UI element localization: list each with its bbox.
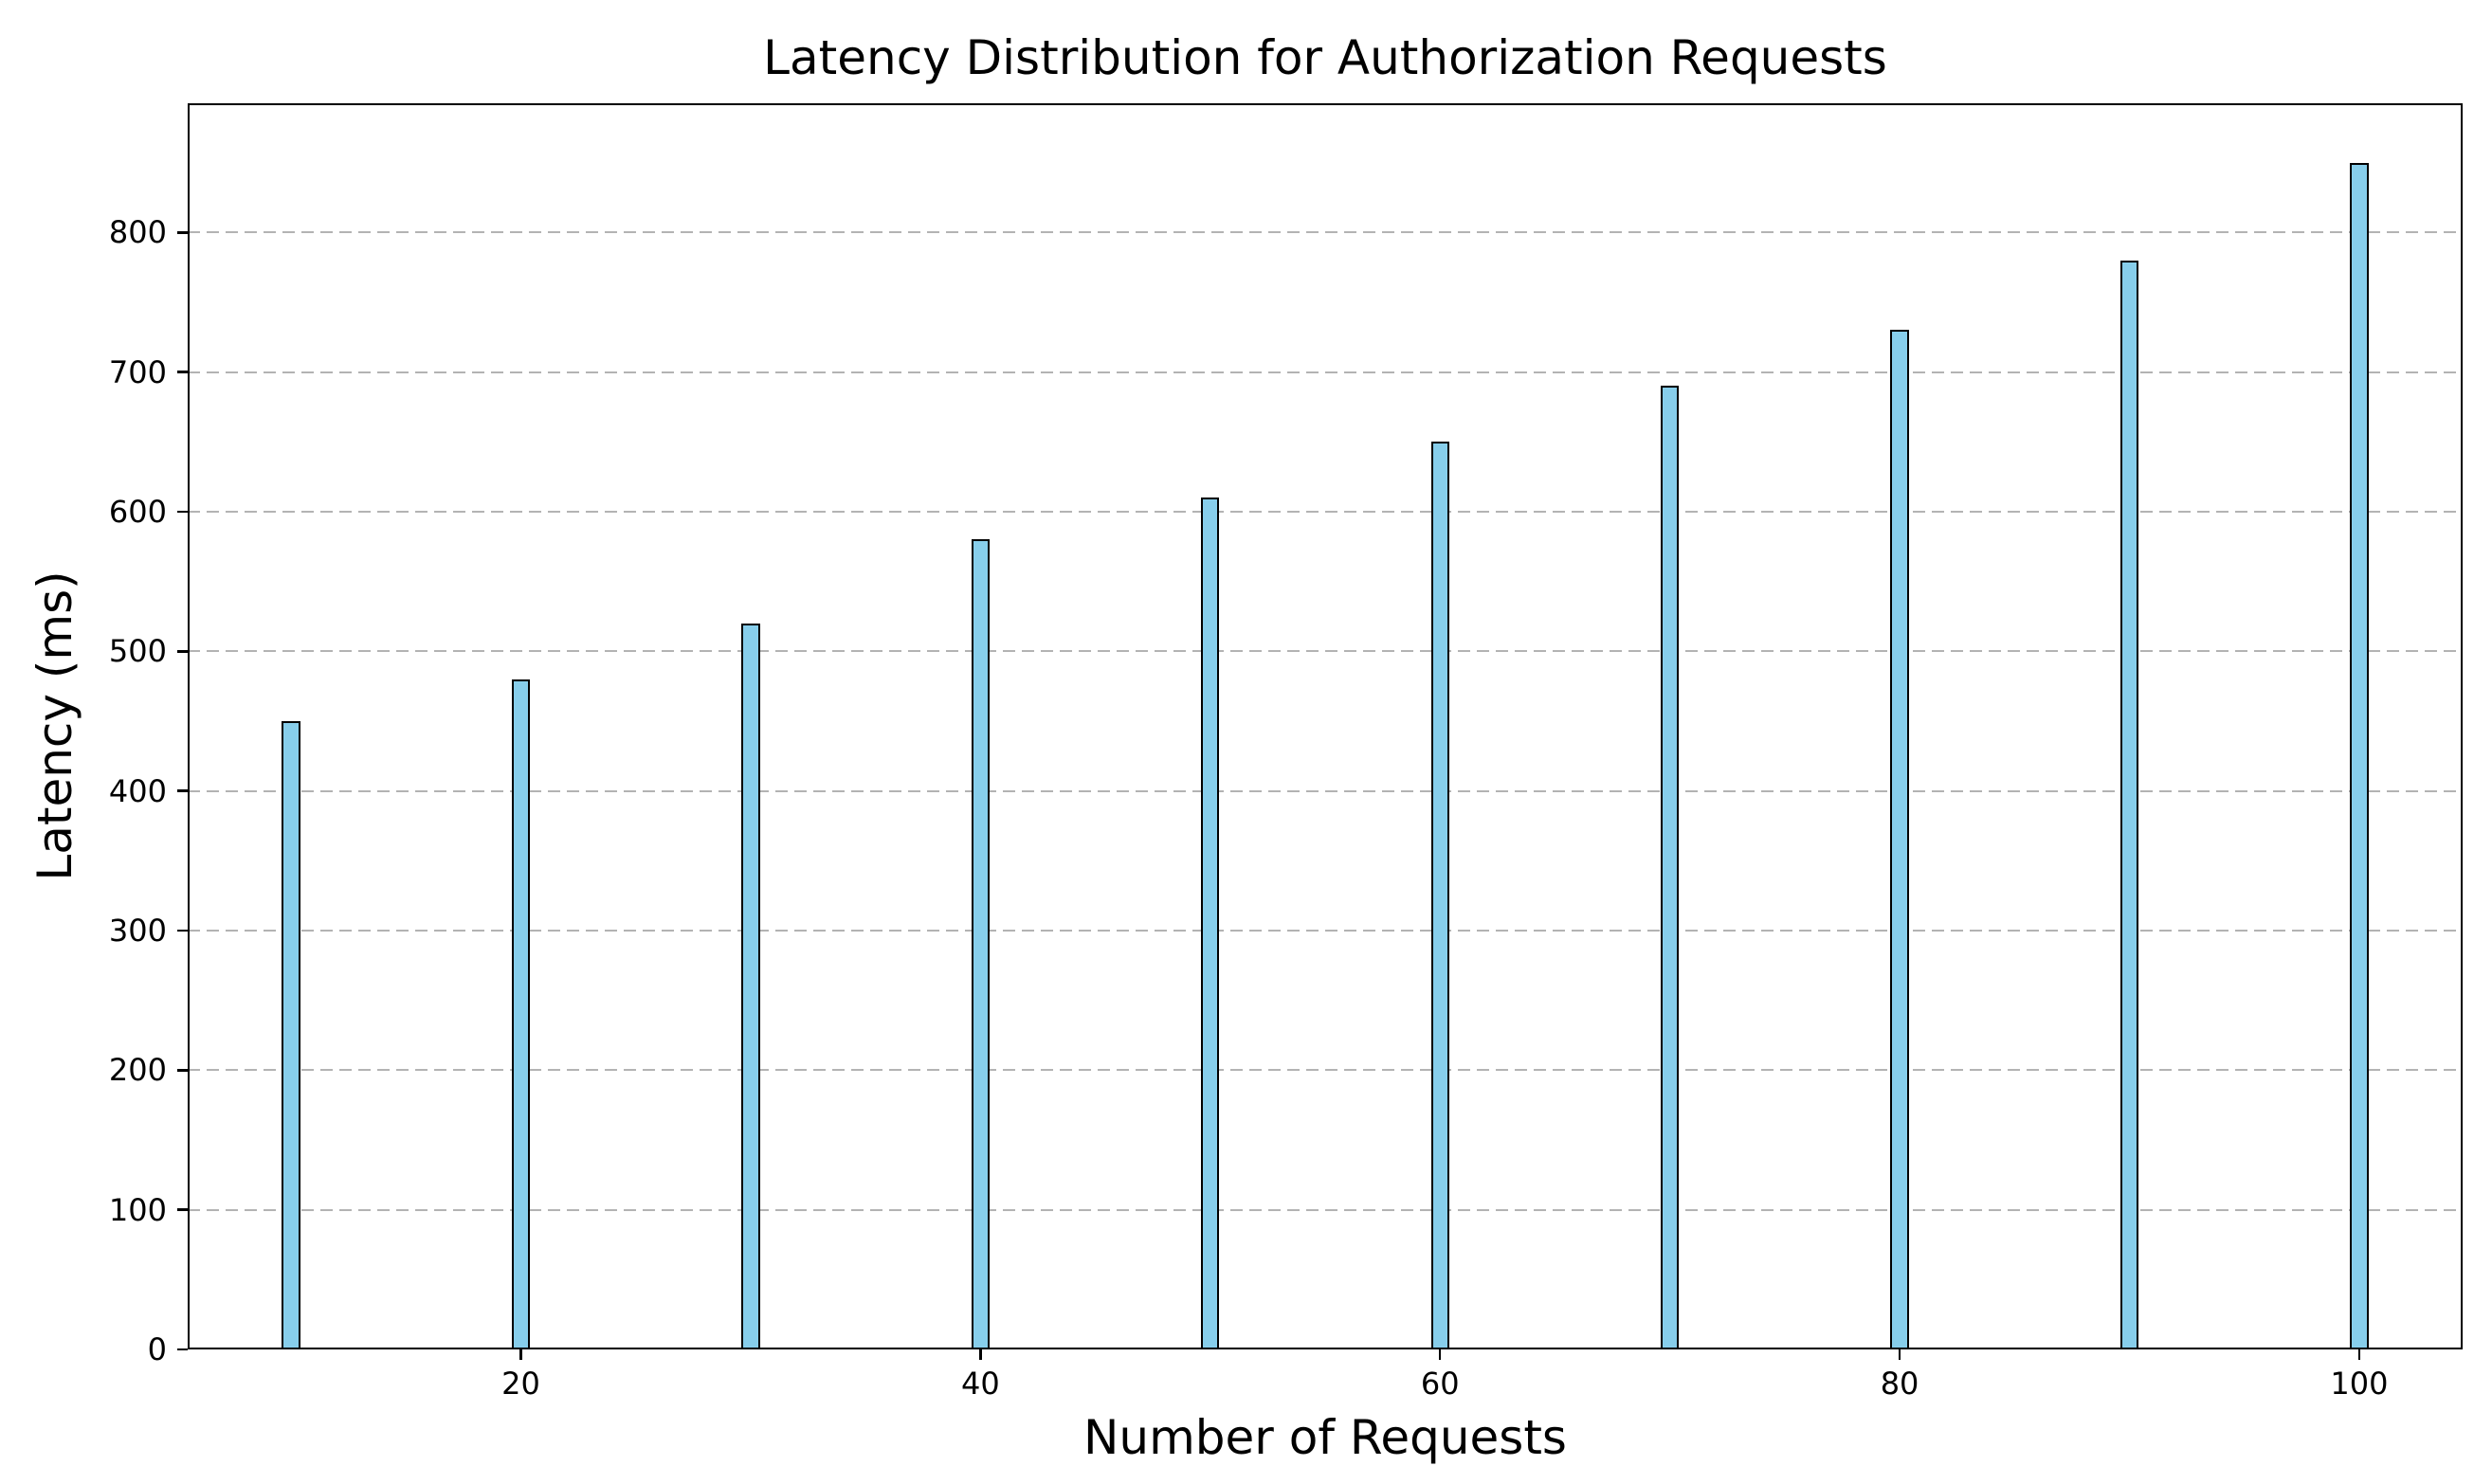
y-tick-label: 600 [108,493,167,530]
y-tick-label: 700 [108,353,167,390]
y-gridline [188,1208,2463,1211]
bar [1890,330,1909,1349]
y-tick-label: 800 [108,214,167,251]
bar [1430,442,1449,1349]
x-tick-mark [2357,1349,2361,1360]
bar [741,623,760,1349]
y-tick-label: 100 [108,1191,167,1228]
x-tick-mark [1438,1349,1442,1360]
bar [971,539,991,1349]
y-tick-label: 0 [147,1331,167,1367]
x-tick-mark [1898,1349,1901,1360]
bar [1201,498,1220,1349]
y-gridline [188,929,2463,932]
y-gridline [188,1069,2463,1072]
y-tick-mark [177,510,188,514]
x-tick-label: 40 [961,1366,1000,1402]
y-tick-mark [177,1348,188,1351]
y-tick-label: 400 [108,772,167,809]
plot-area [188,103,2463,1349]
y-tick-mark [177,789,188,792]
y-tick-mark [177,1069,188,1072]
x-tick-label: 20 [501,1366,540,1402]
y-tick-label: 500 [108,633,167,670]
x-tick-mark [979,1349,982,1360]
y-tick-mark [177,650,188,653]
x-tick-label: 100 [2330,1366,2389,1402]
y-tick-mark [177,1208,188,1211]
y-tick-label: 200 [108,1052,167,1089]
x-tick-label: 80 [1880,1366,1919,1402]
x-axis-label: Number of Requests [1083,1410,1567,1465]
y-gridline [188,371,2463,373]
y-gridline [188,231,2463,234]
bar [282,720,300,1349]
chart-title: Latency Distribution for Authorization R… [763,30,1887,85]
y-tick-mark [177,371,188,373]
y-tick-mark [177,231,188,234]
y-tick-label: 300 [108,912,167,949]
y-axis-label: Latency (ms) [27,570,82,881]
x-tick-label: 60 [1420,1366,1460,1402]
y-tick-mark [177,929,188,932]
y-gridline [188,650,2463,653]
bar [2350,162,2369,1349]
y-gridline [188,510,2463,513]
bar [2119,260,2139,1349]
bar [1660,386,1680,1349]
bar [511,679,531,1349]
x-tick-mark [519,1349,522,1360]
y-gridline [188,789,2463,792]
